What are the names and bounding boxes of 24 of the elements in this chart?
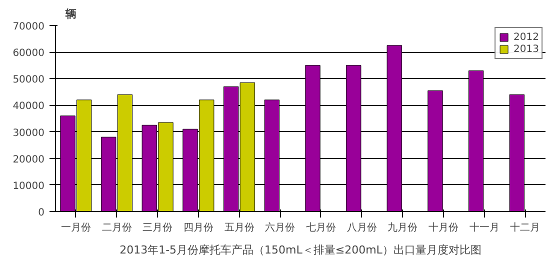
y-tick-label: 0 [38, 208, 45, 218]
x-tick-label: 十月份 [428, 222, 458, 234]
y-tick-label: 70000 [12, 22, 44, 32]
y-axis-title: 辆 [64, 8, 76, 20]
x-tick-label: 十一月 [469, 222, 500, 234]
y-tick-label: 40000 [12, 101, 44, 112]
x-tick-label: 四月份 [183, 222, 214, 234]
x-tick-label: 六月份 [265, 222, 296, 234]
y-tick-label: 60000 [12, 48, 44, 60]
x-tick-label: 二月份 [102, 222, 132, 234]
x-tick-label: 七月份 [306, 222, 336, 234]
y-tick-label: 20000 [12, 154, 44, 166]
x-tick-label: 十二月 [510, 222, 540, 234]
text: 2013年1-5月份摩托车产品（150mL＜排量≤200mL）出口量月度对比图 [120, 244, 482, 256]
legend-label: 2012 [514, 31, 539, 43]
x-tick-label: 三月份 [142, 222, 173, 234]
y-tick-label: 50000 [12, 74, 44, 86]
y-tick-label: 10000 [12, 180, 44, 192]
x-tick-label: 九月份 [388, 222, 418, 234]
legend-label: 2013 [514, 43, 539, 55]
y-tick-label: 30000 [12, 128, 44, 139]
x-tick-label: 八月份 [346, 222, 377, 234]
x-tick-label: 一月份 [60, 222, 91, 234]
x-tick-label: 五月份 [224, 222, 254, 234]
